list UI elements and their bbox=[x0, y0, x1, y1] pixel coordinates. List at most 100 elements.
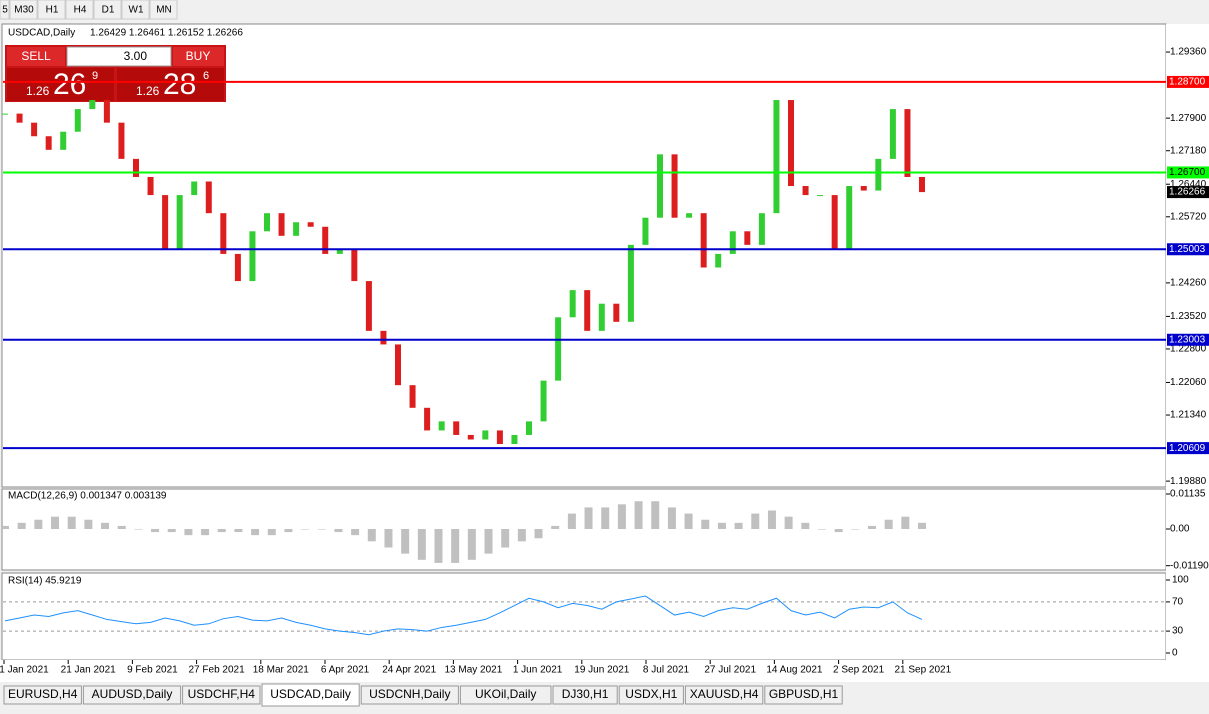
candle bbox=[74, 109, 81, 132]
tab[interactable] bbox=[764, 685, 843, 705]
timeframe-button[interactable] bbox=[65, 0, 94, 20]
tab[interactable] bbox=[3, 685, 82, 705]
macd-bar bbox=[467, 528, 476, 560]
level-tag-label: 1.23003 bbox=[1169, 334, 1206, 345]
candle bbox=[860, 186, 867, 191]
macd-bar bbox=[484, 528, 493, 554]
candle bbox=[176, 195, 183, 250]
candle bbox=[889, 109, 896, 159]
tab-label: USDCNH,Daily bbox=[369, 687, 450, 701]
candle bbox=[788, 100, 794, 187]
macd-bar bbox=[534, 528, 543, 539]
time-label: 27 Jul 2021 bbox=[704, 665, 756, 676]
candle bbox=[293, 222, 300, 236]
sell-label: SELL bbox=[21, 49, 51, 63]
macd-bar bbox=[667, 507, 676, 529]
buy-label: BUY bbox=[186, 49, 211, 63]
candle bbox=[555, 317, 562, 381]
rsi-line bbox=[4, 595, 923, 636]
macd-bar bbox=[551, 525, 560, 529]
candle bbox=[89, 100, 96, 110]
macd-tick-label: 0.01135 bbox=[1170, 489, 1206, 500]
candle bbox=[395, 344, 401, 386]
candle bbox=[307, 222, 314, 227]
tab[interactable] bbox=[684, 685, 764, 705]
macd-bar bbox=[567, 513, 576, 529]
macd-bar bbox=[317, 528, 326, 530]
level-tag bbox=[1167, 75, 1209, 88]
candle bbox=[322, 226, 329, 254]
timeframe-button[interactable] bbox=[37, 0, 66, 20]
timeframe-button[interactable] bbox=[121, 0, 150, 20]
price-tick-label: 1.19880 bbox=[1170, 476, 1207, 487]
current-price-tag bbox=[1167, 186, 1209, 199]
tab-label: GBPUSD,H1 bbox=[769, 687, 839, 701]
timeframe-label: D1 bbox=[102, 5, 115, 16]
time-label: 19 Jun 2021 bbox=[574, 665, 629, 676]
time-label: 2 Sep 2021 bbox=[833, 665, 885, 676]
timeframe-button[interactable] bbox=[0, 0, 10, 20]
buy-price-box[interactable] bbox=[117, 68, 224, 101]
rsi-title: RSI(14) 45.9219 bbox=[8, 576, 82, 587]
candle bbox=[264, 213, 270, 232]
sell-button[interactable] bbox=[7, 47, 65, 66]
buy-button[interactable] bbox=[173, 47, 224, 66]
timeframe-button[interactable] bbox=[149, 0, 178, 20]
candle bbox=[686, 213, 693, 218]
candle bbox=[133, 158, 139, 177]
price-tick-label: 1.27180 bbox=[1170, 145, 1207, 156]
tab[interactable] bbox=[261, 683, 360, 707]
candle bbox=[526, 421, 532, 435]
candle bbox=[118, 122, 125, 159]
current-price-label: 1.26266 bbox=[1169, 187, 1206, 198]
time-label: 13 May 2021 bbox=[444, 665, 502, 676]
price-tick-label: 1.21340 bbox=[1170, 410, 1207, 421]
macd-bar bbox=[117, 525, 126, 529]
macd-bar bbox=[67, 516, 76, 529]
tab[interactable] bbox=[360, 685, 459, 705]
macd-bar bbox=[151, 528, 160, 533]
macd-bar bbox=[217, 528, 226, 533]
tab-label: EURUSD,H4 bbox=[8, 687, 78, 701]
tab[interactable] bbox=[618, 685, 684, 705]
macd-tick-label: 0.00 bbox=[1170, 524, 1190, 535]
timeframe-button[interactable] bbox=[9, 0, 38, 20]
macd-bar bbox=[184, 528, 193, 536]
macd-bar bbox=[867, 525, 876, 529]
tab[interactable] bbox=[552, 685, 618, 705]
candle bbox=[103, 100, 110, 123]
rsi-tick-label: 0 bbox=[1172, 648, 1178, 659]
price-tick-label: 1.29360 bbox=[1170, 47, 1207, 58]
candle bbox=[162, 195, 169, 250]
tab-label: UKOil,Daily bbox=[475, 687, 536, 701]
tab[interactable] bbox=[182, 685, 261, 705]
quote-header: 1.26429 1.26461 1.26152 1.26266 bbox=[90, 28, 243, 39]
candle bbox=[817, 195, 824, 197]
candle bbox=[438, 421, 445, 431]
macd-bar bbox=[451, 528, 460, 563]
candle bbox=[234, 253, 241, 282]
price-tick-label: 1.27900 bbox=[1170, 113, 1207, 124]
macd-bar bbox=[801, 522, 810, 529]
macd-bar bbox=[401, 528, 410, 554]
time-label: 1 Jun 2021 bbox=[513, 665, 563, 676]
sell-price-box[interactable] bbox=[7, 68, 114, 101]
volume-input[interactable] bbox=[66, 46, 172, 67]
candle bbox=[904, 109, 911, 177]
macd-bar bbox=[651, 501, 660, 529]
tab[interactable] bbox=[459, 685, 552, 705]
macd-bar bbox=[851, 528, 860, 530]
candle bbox=[31, 122, 38, 137]
trade-panel: SELL 3.00 BUY 1.26 26 9 1.26 28 6 bbox=[5, 45, 226, 102]
tab[interactable] bbox=[82, 685, 182, 705]
timeframe-button[interactable] bbox=[93, 0, 122, 20]
macd-bar bbox=[501, 528, 510, 548]
volume-value: 3.00 bbox=[124, 49, 148, 63]
macd-bar bbox=[834, 528, 843, 533]
toolbar bbox=[0, 0, 1209, 20]
candle bbox=[278, 213, 285, 236]
candle bbox=[220, 213, 227, 254]
time-label: 9 Feb 2021 bbox=[127, 665, 178, 676]
candle bbox=[249, 231, 256, 282]
